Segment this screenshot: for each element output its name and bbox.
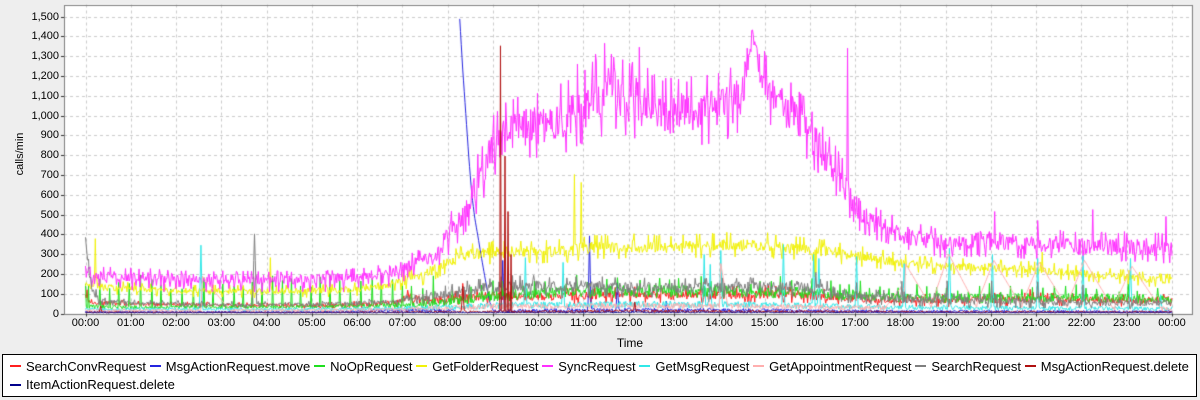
legend-swatch-icon [10, 383, 21, 386]
legend-item-SearchRequest: SearchRequest [915, 359, 1021, 374]
legend-label: GetMsgRequest [655, 358, 750, 374]
x-tick-label: 11:00 [570, 317, 597, 329]
x-tick-label: 17:00 [841, 317, 869, 329]
y-tick-label: 1,000 [31, 109, 59, 122]
x-tick-label: 00:00 [1158, 317, 1186, 329]
x-tick-label: 07:00 [388, 317, 417, 329]
x-tick-label: 19:00 [931, 317, 960, 329]
y-tick-label: 300 [40, 248, 59, 261]
legend-swatch-icon [915, 365, 927, 368]
legend-label: SearchConvRequest [26, 358, 146, 374]
legend-swatch-icon [149, 365, 161, 368]
legend-item-NoOpRequest: NoOpRequest [314, 359, 412, 374]
legend-item-SearchConvRequest: SearchConvRequest [10, 359, 146, 374]
legend-item-GetMsgRequest: GetMsgRequest [639, 359, 749, 374]
legend-label: GetAppointmentRequest [769, 358, 912, 374]
legend: SearchConvRequest MsgActionRequest.move No… [2, 354, 1197, 397]
legend-item-SyncRequest: SyncRequest [542, 358, 636, 374]
y-tick-label: 500 [40, 208, 59, 221]
x-tick-label: 14:00 [705, 317, 734, 329]
y-tick-label: 800 [40, 149, 59, 162]
y-tick-label: 400 [40, 228, 59, 241]
y-tick-label: 1,500 [31, 10, 59, 23]
legend-swatch-icon [1024, 365, 1036, 368]
x-axis-title: Time [616, 336, 644, 350]
legend-label: MsgActionRequest.move [165, 358, 311, 374]
legend-swatch-icon [416, 365, 428, 368]
legend-label: NoOpRequest [330, 358, 413, 374]
legend-item-MsgActionRequest.move: MsgActionRequest.move [149, 358, 311, 374]
y-tick-label: 0 [52, 307, 59, 320]
y-tick-label: 600 [40, 188, 59, 201]
legend-label: GetFolderRequest [432, 358, 539, 374]
x-tick-label: 05:00 [298, 317, 326, 329]
legend-label: MsgActionRequest.delete [1040, 358, 1189, 374]
y-tick-label: 900 [40, 129, 59, 142]
y-tick-label: 1,300 [31, 50, 59, 63]
legend-swatch-icon [753, 365, 765, 368]
y-tick-label: 700 [40, 168, 59, 181]
x-tick-label: 03:00 [207, 317, 236, 329]
x-tick-label: 12:00 [614, 317, 643, 329]
legend-row-1: SearchConvRequest MsgActionRequest.move No… [10, 359, 1189, 374]
x-tick-label: 15:00 [750, 317, 779, 329]
x-tick-label: 22:00 [1067, 317, 1096, 329]
legend-item-MsgActionRequest.delete: MsgActionRequest.delete [1024, 358, 1189, 374]
x-tick-label: 23:00 [1112, 317, 1141, 329]
x-tick-label: 01:00 [117, 317, 145, 329]
x-tick-label: 16:00 [796, 317, 824, 329]
legend-swatch-icon [10, 365, 21, 368]
legend-swatch-icon [314, 365, 326, 368]
y-tick-label: 1,100 [31, 89, 59, 102]
legend-item-GetFolderRequest: GetFolderRequest [416, 358, 539, 374]
x-tick-label: 21:00 [1022, 317, 1050, 329]
x-tick-label: 04:00 [252, 317, 281, 329]
legend-label: ItemActionRequest.delete [26, 377, 175, 393]
x-tick-label: 00:00 [71, 317, 100, 329]
x-tick-label: 18:00 [886, 317, 915, 329]
legend-swatch-icon [542, 365, 554, 368]
legend-label: SearchRequest [931, 358, 1021, 374]
x-tick-label: 08:00 [433, 317, 462, 329]
y-tick-label: 1,200 [31, 69, 59, 82]
legend-item-ItemActionRequest.delete: ItemActionRequest.delete [10, 377, 175, 392]
legend-label: SyncRequest [558, 358, 636, 374]
x-tick-label: 10:00 [524, 317, 552, 329]
y-tick-label: 100 [40, 287, 59, 300]
x-tick-label: 13:00 [660, 317, 688, 329]
x-tick-label: 09:00 [479, 317, 507, 329]
legend-item-GetAppointmentRequest: GetAppointmentRequest [753, 358, 912, 374]
y-tick-label: 200 [40, 267, 59, 280]
y-axis-title: calls/min [14, 132, 26, 176]
x-tick-label: 20:00 [977, 317, 1005, 329]
legend-row-2: ItemActionRequest.delete [10, 377, 1189, 392]
y-tick-label: 1,400 [31, 30, 59, 43]
x-tick-label: 02:00 [162, 317, 190, 329]
legend-swatch-icon [639, 365, 651, 368]
x-tick-label: 06:00 [343, 317, 371, 329]
